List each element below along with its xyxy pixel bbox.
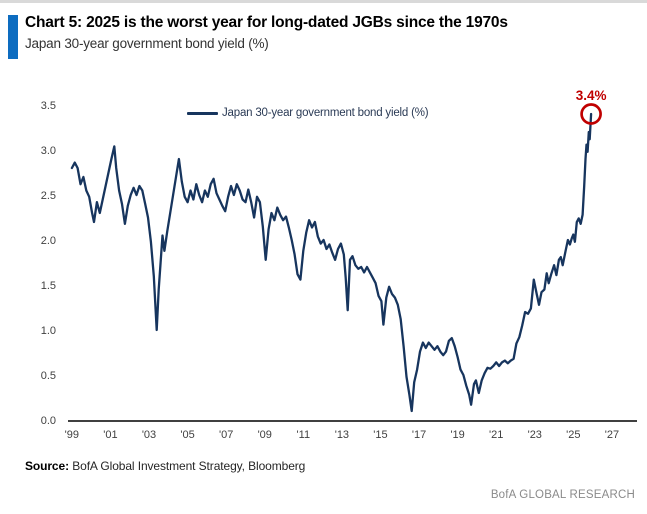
x-tick-label: '19 — [450, 429, 464, 441]
title-accent-bar — [8, 15, 18, 59]
chart-line — [70, 112, 593, 413]
annotation-label: 3.4% — [576, 88, 607, 103]
x-tick-label: '27 — [605, 429, 619, 441]
y-tick-label: 2.0 — [41, 235, 56, 247]
y-tick-label: 3.5 — [41, 100, 56, 112]
y-tick-label: 0.0 — [41, 415, 56, 427]
brand-label: BofA GLOBAL RESEARCH — [490, 489, 635, 501]
x-tick-label: '13 — [335, 429, 349, 441]
x-tick-label: '05 — [180, 429, 194, 441]
x-tick-label: '21 — [489, 429, 503, 441]
y-tick-label: 1.0 — [41, 325, 56, 337]
y-tick-label: 0.5 — [41, 370, 56, 382]
chart-subtitle: Japan 30-year government bond yield (%) — [25, 35, 269, 51]
x-tick-label: '99 — [65, 429, 79, 441]
annotation-circle — [580, 103, 602, 125]
source-note: Source: BofA Global Investment Strategy,… — [25, 459, 305, 473]
legend-label: Japan 30-year government bond yield (%) — [222, 107, 429, 119]
chart-header: Chart 5: 2025 is the worst year for long… — [8, 13, 637, 59]
source-label: Source: — [25, 459, 69, 473]
x-tick-label: '07 — [219, 429, 233, 441]
source-text: BofA Global Investment Strategy, Bloombe… — [68, 459, 306, 473]
x-tick-label: '25 — [566, 429, 580, 441]
y-tick-label: 1.5 — [41, 280, 56, 292]
y-tick-label: 3.0 — [41, 145, 56, 157]
legend: Japan 30-year government bond yield (%) — [187, 107, 429, 119]
top-border — [0, 0, 647, 3]
legend-line-swatch — [187, 111, 218, 115]
chart-title: Chart 5: 2025 is the worst year for long… — [25, 14, 508, 31]
x-tick-label: '15 — [373, 429, 387, 441]
x-tick-label: '23 — [528, 429, 542, 441]
y-tick-label: 2.5 — [41, 190, 56, 202]
x-tick-label: '01 — [103, 429, 117, 441]
x-tick-label: '11 — [297, 429, 311, 441]
x-tick-label: '09 — [258, 429, 272, 441]
x-tick-label: '17 — [412, 429, 426, 441]
x-tick-label: '03 — [142, 429, 156, 441]
